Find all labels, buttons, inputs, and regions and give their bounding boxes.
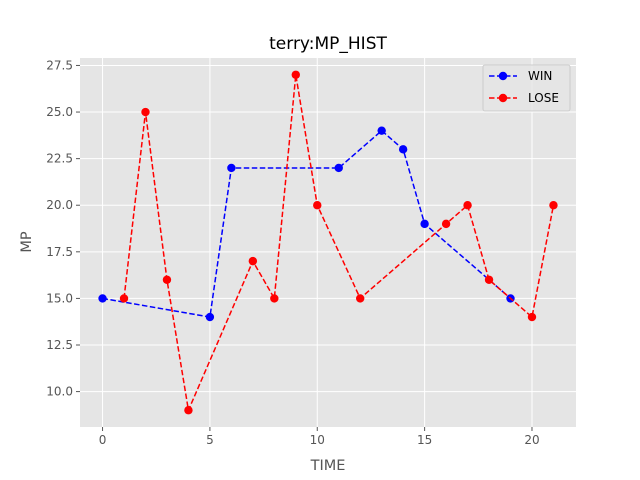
data-point-lose bbox=[291, 70, 300, 79]
plot-area bbox=[80, 58, 576, 427]
legend-marker-lose bbox=[498, 93, 508, 103]
data-point-lose bbox=[441, 219, 451, 229]
y-tick-label: 20.0 bbox=[46, 198, 73, 212]
x-tick-label: 0 bbox=[99, 433, 107, 447]
data-point-win bbox=[227, 163, 236, 173]
data-point-lose bbox=[270, 294, 279, 303]
series-lose bbox=[119, 70, 558, 415]
legend-marker-win bbox=[498, 71, 508, 81]
series-win-line bbox=[102, 129, 512, 318]
y-axis-label: MP bbox=[19, 231, 35, 253]
x-tick-label: 10 bbox=[310, 433, 325, 447]
y-tick-label: 22.5 bbox=[46, 152, 73, 166]
y-tick-label: 10.0 bbox=[46, 385, 73, 399]
data-point-lose bbox=[484, 275, 494, 284]
data-point-win bbox=[98, 294, 107, 303]
data-point-lose bbox=[356, 294, 365, 303]
data-point-lose bbox=[162, 275, 172, 284]
data-point-lose bbox=[141, 107, 150, 117]
data-point-lose bbox=[248, 256, 258, 266]
series-group bbox=[98, 70, 558, 415]
y-tick-label: 17.5 bbox=[46, 245, 73, 259]
x-tick-label: 20 bbox=[524, 433, 539, 447]
data-point-lose bbox=[119, 294, 129, 303]
data-point-win bbox=[334, 163, 343, 173]
data-point-win bbox=[420, 219, 429, 229]
x-tick-label: 5 bbox=[206, 433, 214, 447]
legend-label-lose: LOSE bbox=[528, 91, 559, 105]
data-point-win bbox=[377, 126, 386, 135]
y-tick-label: 25.0 bbox=[46, 105, 73, 119]
data-point-win bbox=[398, 145, 408, 154]
y-tick-label: 12.5 bbox=[46, 338, 73, 352]
chart-title: terry:MP_HIST bbox=[269, 34, 387, 54]
data-point-lose bbox=[527, 312, 537, 322]
legend-label-win: WIN bbox=[528, 69, 552, 83]
series-lose-line bbox=[123, 74, 555, 413]
y-ticks: 10.0 12.5 15.0 17.5 20.0 22.5 25.0 27.5 bbox=[46, 58, 80, 399]
legend-item-win: WIN bbox=[489, 69, 552, 83]
x-tick-label: 15 bbox=[417, 433, 432, 447]
data-point-lose bbox=[184, 406, 193, 415]
legend: WIN LOSE bbox=[482, 64, 571, 112]
data-point-lose bbox=[549, 201, 558, 210]
series-win bbox=[98, 126, 515, 322]
y-tick-label: 27.5 bbox=[46, 58, 73, 72]
y-tick-label: 15.0 bbox=[46, 291, 73, 305]
legend-item-lose: LOSE bbox=[489, 91, 559, 105]
data-point-lose bbox=[313, 201, 322, 210]
data-point-win bbox=[205, 312, 215, 322]
x-ticks: 0 5 10 15 20 bbox=[99, 427, 540, 447]
data-point-lose bbox=[463, 201, 472, 210]
x-axis-label: TIME bbox=[310, 458, 346, 474]
